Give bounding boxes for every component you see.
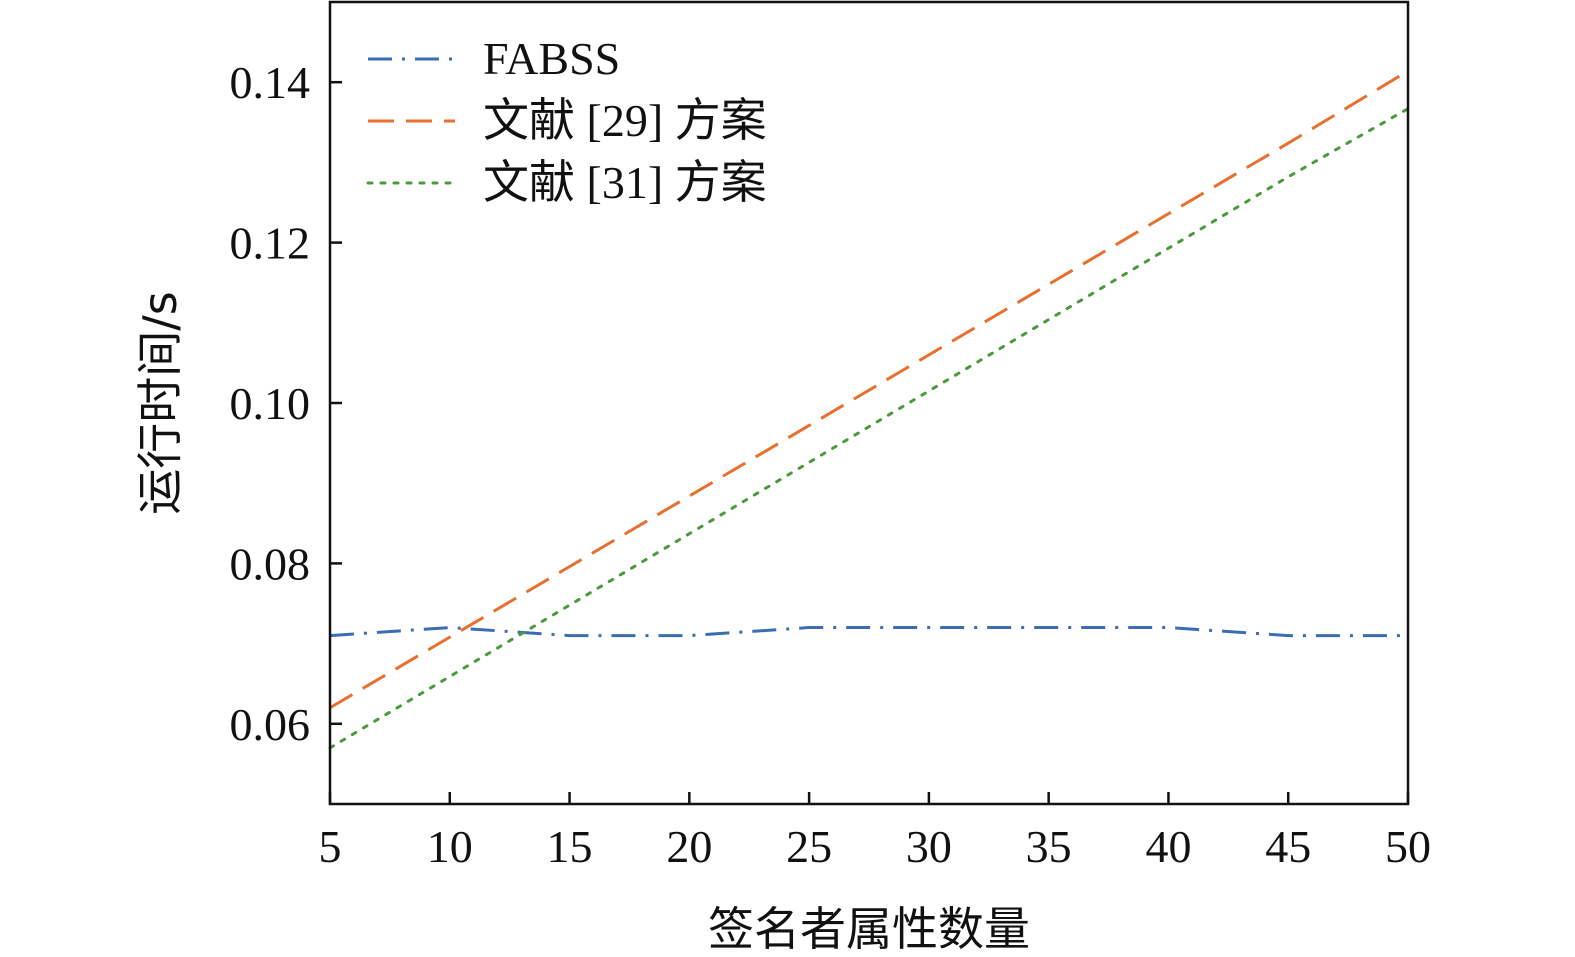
x-tick-label: 20 — [666, 821, 712, 872]
x-tick-label: 15 — [547, 821, 593, 872]
x-tick-label: 45 — [1265, 821, 1311, 872]
x-ticks: 5 10 15 20 25 30 35 40 45 50 — [319, 792, 1431, 872]
series-layer — [328, 69, 1410, 750]
x-axis-title: 签名者属性数量 — [708, 902, 1030, 956]
series-line-1 — [329, 626, 1408, 638]
y-tick-label: 0.06 — [230, 699, 311, 750]
y-tick-label: 0.12 — [230, 218, 311, 269]
x-tick-label: 5 — [319, 821, 342, 872]
y-ticks: 0.06 0.08 0.10 0.12 0.14 — [230, 57, 342, 750]
legend-label-2: 文献 [29] 方案 — [483, 95, 767, 146]
x-tick-label: 35 — [1026, 821, 1072, 872]
series-line-3 — [328, 107, 1410, 750]
x-tick-label: 25 — [786, 821, 832, 872]
y-axis-title: 运行时间/s — [133, 291, 187, 514]
legend-label-3: 文献 [31] 方案 — [483, 157, 767, 208]
x-tick-label: 50 — [1385, 821, 1431, 872]
legend-label-1: FABSS — [483, 33, 620, 84]
y-tick-label: 0.14 — [230, 57, 311, 108]
y-tick-label: 0.10 — [230, 378, 311, 429]
y-tick-label: 0.08 — [230, 538, 311, 589]
series-line-2 — [329, 69, 1409, 710]
x-tick-label: 40 — [1145, 821, 1191, 872]
x-tick-label: 30 — [906, 821, 952, 872]
x-tick-label: 10 — [427, 821, 473, 872]
